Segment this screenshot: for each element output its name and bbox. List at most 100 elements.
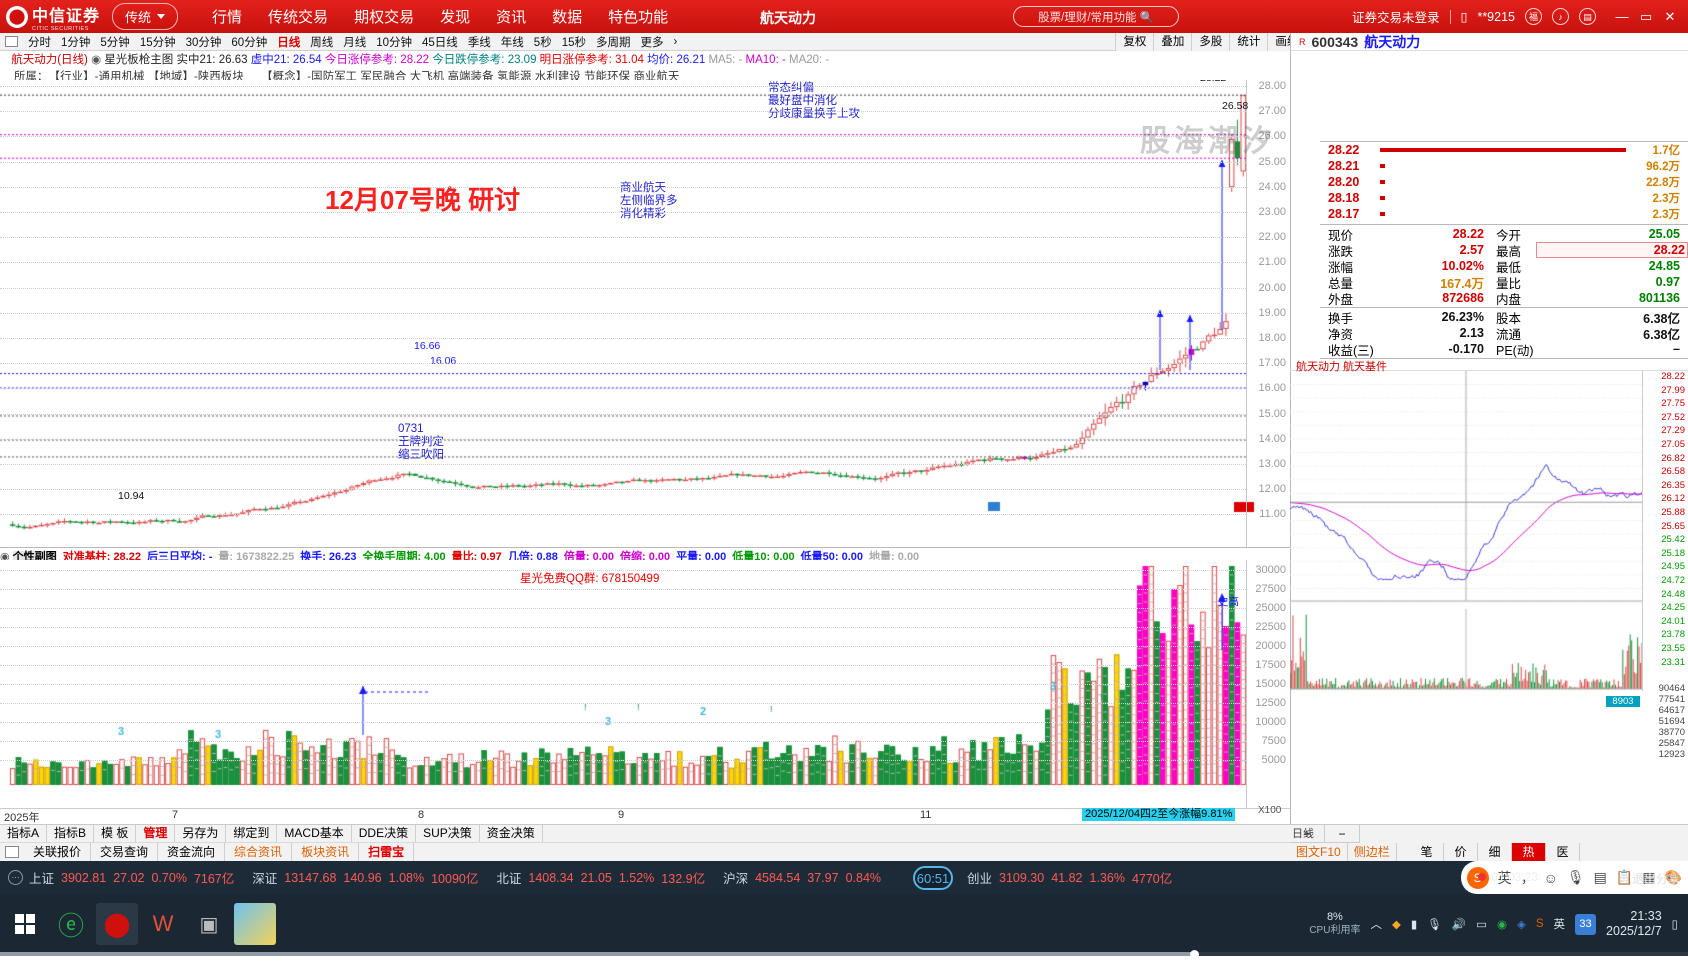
toolbar1-SUP决策[interactable]: SUP决策 [416,825,480,842]
shield-icon[interactable]: ◆ [1391,919,1401,931]
period-更多[interactable]: 更多 [640,36,664,49]
toolbar1-另存为[interactable]: 另存为 [175,825,227,842]
toolbar2-综合资讯[interactable]: 综合资讯 [225,843,293,861]
period-季线[interactable]: 季线 [467,36,491,49]
period-5分钟[interactable]: 5分钟 [100,36,130,49]
period-more-icon[interactable]: › [673,35,678,48]
clock[interactable]: 21:33 2025/12/7 [1606,909,1662,939]
toolbar1-绑定到[interactable]: 绑定到 [226,825,278,842]
toolbar1-指标B[interactable]: 指标B [47,825,95,842]
search-input[interactable]: 股票/理财/常用功能 🔍 [1013,6,1179,27]
toolbar2-板块资讯[interactable]: 板块资讯 [292,843,360,861]
toolbar1-资金决策[interactable]: 资金决策 [480,825,543,842]
mic-tray-icon[interactable]: 🎙 [1427,919,1442,931]
dtab-热[interactable]: 热 [1512,843,1546,862]
rtab-图文F10[interactable]: 图文F10 [1290,843,1348,862]
emoji-icon[interactable]: ☺ [1543,869,1558,886]
orderbook-row[interactable]: 28.21 96.2万 [1320,158,1688,174]
chart-tool-叠加[interactable]: 叠加 [1153,33,1192,51]
orderbook-row[interactable]: 28.20 22.8万 [1320,174,1688,190]
nav-item-1[interactable]: 传统交易 [268,9,329,26]
chart-tool-多股[interactable]: 多股 [1191,33,1230,51]
orange-tray-icon[interactable]: S [1535,918,1544,930]
mic-icon[interactable]: 🎙 [1566,869,1585,885]
phone-number[interactable]: **9215 [1477,9,1515,24]
toolbar2-资金流向[interactable]: 资金流向 [158,843,226,861]
period-60分钟[interactable]: 60分钟 [231,36,268,49]
chart-tool-复权[interactable]: 复权 [1115,33,1154,51]
toolbar1-指标A[interactable]: 指标A [0,825,48,842]
period-日线[interactable]: 日线 [277,36,301,49]
sogou-icon[interactable]: S [1466,866,1489,889]
index-item[interactable]: 创业 3109.30 41.82 1.36% 4770亿 [967,868,1172,887]
orderbook-row[interactable]: 28.17 2.3万 [1320,206,1688,222]
wps-icon[interactable]: W [152,911,174,936]
notification-badge[interactable]: 33 [1575,913,1597,935]
nav-item-4[interactable]: 资讯 [496,9,527,26]
green-tray-icon[interactable]: ◉ [1496,919,1508,931]
more-icon[interactable]: ⋯ [8,870,23,885]
toolbar1-管理[interactable]: 管理 [136,825,176,842]
period-5秒[interactable]: 5秒 [533,36,552,49]
orderbook-row[interactable]: 28.22 1.7亿 [1320,142,1688,158]
period-多周期[interactable]: 多周期 [596,36,631,49]
candlestick-canvas[interactable] [0,80,1290,547]
start-button-windows[interactable] [4,903,46,945]
index-item[interactable]: 深证 13147.68 140.96 1.08% 10090亿 [252,868,478,887]
toolbar2-关联报价[interactable]: 关联报价 [24,843,92,861]
keyboard-icon[interactable]: ▤ [1593,869,1607,885]
index-item[interactable]: 北证 1408.34 21.05 1.52% 132.9亿 [496,868,705,887]
paint-icon[interactable] [234,903,276,945]
period-年线[interactable]: 年线 [500,36,524,49]
ime-lang[interactable]: 英 [1497,869,1512,886]
share-progress-bar[interactable] [0,950,1688,959]
reward-icon[interactable]: 福 [1525,8,1542,25]
period-30分钟[interactable]: 30分钟 [185,36,222,49]
toolbar2-扫雷宝[interactable]: 扫雷宝 [359,843,415,861]
dtab-医[interactable]: 医 [1546,843,1580,862]
period-月线[interactable]: 月线 [343,36,367,49]
dtab-价[interactable]: 价 [1444,843,1478,862]
period-15秒[interactable]: 15秒 [561,36,586,49]
login-status[interactable]: 证券交易未登录 [1352,11,1440,25]
toolbar2-交易查询[interactable]: 交易查询 [91,843,159,861]
layout-toggle-icon[interactable] [5,36,18,47]
punctuation-icon[interactable]: ， [1520,869,1535,886]
index-item[interactable]: 上证 3902.81 27.02 0.70% 7167亿 [29,868,234,887]
volume-icon[interactable]: 🔊 [1451,919,1467,931]
browser-icon[interactable]: ⓔ [57,910,84,941]
exit-share-button[interactable]: ⏻ 退出分享 [1619,872,1680,886]
intraday-chart[interactable]: 28.22 27.99 27.75 27.52 27.29 27.05 26.82 26.58… [1290,371,1688,760]
zoom-in-button[interactable]: + [1290,825,1325,842]
grid-icon[interactable]: ▦ [1642,869,1656,885]
collapse-icon[interactable] [5,846,19,858]
order-book[interactable]: 28.22 1.7亿 28.21 96.2万 28.20 22.8万 28.18 2.3万 28… [1320,141,1688,221]
chart-tool-统计[interactable]: 统计 [1229,33,1268,51]
period-周线[interactable]: 周线 [310,36,334,49]
clipboard-icon[interactable]: 📋 [1615,869,1634,885]
period-1分钟[interactable]: 1分钟 [61,36,91,49]
nav-item-3[interactable]: 发现 [440,9,471,26]
toolbar1-DDE决策[interactable]: DDE决策 [352,825,417,842]
ime-tray-lang[interactable]: 英 [1553,919,1566,931]
volume-chart[interactable]: 史高 30000 27500 25000 22500 20000 17500 15000 12… [0,560,1290,808]
intraday-canvas[interactable] [1290,371,1642,691]
dtab-笔[interactable]: 笔 [1410,843,1444,862]
period-15分钟[interactable]: 15分钟 [139,36,176,49]
dtab-细[interactable]: 细 [1478,843,1512,862]
progress-handle[interactable] [1190,950,1199,959]
nav-item-6[interactable]: 特色功能 [608,9,669,26]
index-item[interactable]: 沪深 4584.54 37.97 0.84% [723,868,881,887]
period-分时[interactable]: 分时 [28,36,51,49]
nav-item-0[interactable]: 行情 [212,9,243,26]
rtab-侧边栏[interactable]: 侧边栏 [1348,843,1397,862]
maximize-button[interactable]: ▭ [1639,8,1653,24]
network-icon[interactable]: ▭ [1476,919,1487,931]
price-chart[interactable]: 28.00 27.00 26.00 25.00 24.00 23.00 22.00 21.00… [0,80,1290,548]
headset-icon[interactable]: ♪ [1552,8,1569,25]
citic-app-icon[interactable]: ⬤ [96,903,138,945]
subchart-dropdown-icon[interactable]: ◉ [0,551,13,563]
dropdown-icon[interactable]: ◉ [91,54,105,66]
battery-icon[interactable]: ▮ [1410,919,1418,931]
chevron-up-icon[interactable]: ︿ [1370,919,1382,931]
